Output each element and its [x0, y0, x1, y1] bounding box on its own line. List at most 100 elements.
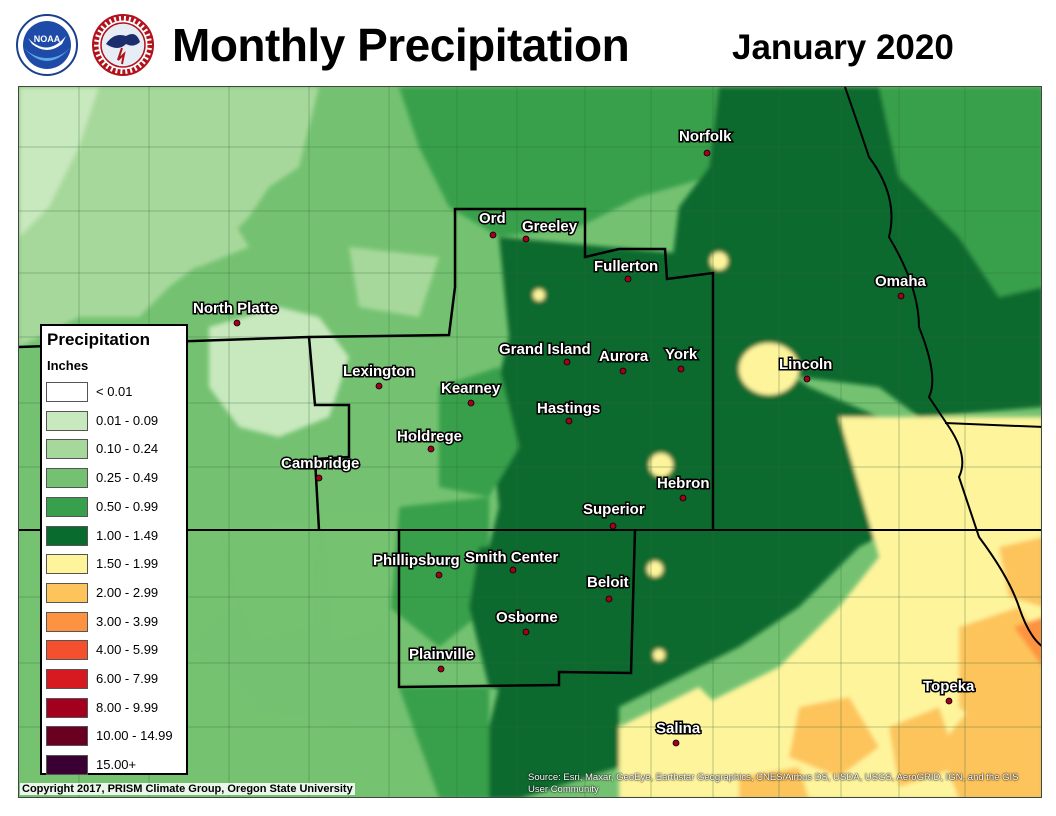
city-dot — [945, 697, 953, 705]
city-label: Kearney — [441, 380, 501, 397]
legend-label: 0.50 - 0.99 — [96, 498, 159, 514]
city-dot — [435, 571, 443, 579]
legend-swatch — [46, 755, 88, 776]
legend-item: 10.00 - 14.99 — [46, 726, 186, 748]
legend-swatch — [46, 468, 88, 489]
legend-label: 3.00 - 3.99 — [96, 613, 159, 629]
boundaries — [19, 87, 1041, 689]
city-marker: North Platte — [192, 299, 280, 327]
city-dot — [522, 235, 530, 243]
city-dot — [679, 494, 687, 502]
legend-item: 1.00 - 1.49 — [46, 525, 186, 548]
city-marker: Superior — [582, 500, 646, 530]
city-dot — [437, 665, 445, 673]
legend-swatch — [46, 726, 88, 747]
legend-label: 15.00+ — [96, 757, 137, 773]
legend-title: Precipitation — [47, 330, 150, 349]
legend-swatch — [46, 410, 88, 431]
city-label: Aurora — [599, 348, 649, 365]
legend-swatch — [46, 582, 88, 603]
legend-swatch — [46, 640, 88, 661]
legend-label: 0.01 - 0.09 — [96, 412, 159, 428]
city-marker: Fullerton — [593, 257, 660, 283]
city-marker: Kearney — [440, 379, 502, 407]
legend-item: 0.10 - 0.24 — [46, 439, 186, 461]
city-label: Holdrege — [397, 428, 462, 445]
map-canvas: Norfolk Ord Greeley Fullerton Omaha North Pla… — [19, 87, 1041, 797]
city-label: Hastings — [537, 400, 600, 417]
city-label: Plainville — [409, 646, 474, 663]
city-dot — [703, 149, 711, 157]
legend: Precipitation Inches < 0.01 0.01 - 0.09 0.… — [40, 324, 188, 777]
city-label: North Platte — [193, 300, 278, 317]
noaa-logo: NOAA — [16, 14, 78, 76]
city-marker: Beloit — [586, 573, 630, 603]
city-marker: Hastings — [536, 399, 602, 425]
city-marker: Norfolk — [678, 127, 734, 157]
legend-swatch — [46, 439, 88, 460]
city-dot — [467, 399, 475, 407]
city-label: Salina — [656, 720, 701, 737]
city-marker: Ord — [478, 209, 507, 239]
attribution-text: Source: Esri, Maxar, GeoEye, Earthstar G… — [528, 772, 1019, 795]
cwa-boundary — [19, 207, 715, 689]
city-label: Greeley — [522, 218, 578, 235]
city-dot — [427, 445, 435, 453]
legend-item: 15.00+ — [46, 755, 186, 777]
legend-item: < 0.01 — [46, 382, 186, 404]
legend-swatch — [46, 496, 88, 517]
city-label: Lincoln — [779, 356, 832, 373]
city-marker: Grand Island — [498, 340, 592, 366]
city-dot — [897, 292, 905, 300]
city-marker: Lincoln — [778, 355, 834, 383]
legend-label: 6.00 - 7.99 — [96, 671, 159, 686]
legend-item: 0.25 - 0.49 — [46, 468, 186, 490]
legend-label: 1.50 - 1.99 — [96, 556, 159, 572]
city-label: Norfolk — [679, 128, 732, 145]
legend-label: 1.00 - 1.49 — [96, 527, 159, 543]
city-dot — [565, 417, 573, 425]
legend-label: 10.00 - 14.99 — [96, 728, 173, 744]
legend-item: 0.50 - 0.99 — [46, 496, 186, 519]
city-label: Osborne — [496, 609, 558, 626]
city-dot — [489, 231, 497, 239]
city-dot — [375, 382, 383, 390]
legend-label: 0.10 - 0.24 — [96, 441, 159, 457]
legend-item: 4.00 - 5.99 — [46, 640, 186, 662]
city-marker: Topeka — [922, 677, 977, 705]
legend-label: 0.25 - 0.49 — [96, 470, 159, 486]
city-marker: York — [664, 345, 699, 373]
city-marker: Osborne — [495, 608, 559, 636]
city-dot — [522, 628, 530, 636]
header: NOAA Monthly Precipitation January 2020 — [0, 0, 1056, 86]
city-marker: Hebron — [656, 474, 711, 502]
city-marker: Holdrege — [396, 427, 464, 453]
city-label: Ord — [479, 210, 506, 227]
page-title: Monthly Precipitation — [172, 19, 630, 71]
state-boundary-ks-mo — [944, 422, 1041, 428]
map-date: January 2020 — [732, 28, 954, 67]
city-marker: Smith Center — [464, 548, 560, 574]
city-label: Lexington — [343, 363, 415, 380]
city-marker: Lexington — [342, 362, 416, 390]
city-dot — [605, 595, 613, 603]
nws-logo — [92, 14, 154, 76]
city-dot — [233, 319, 241, 327]
legend-swatch — [46, 697, 88, 718]
city-dot — [677, 365, 685, 373]
city-marker: Plainville — [408, 645, 476, 673]
legend-item: 1.50 - 1.99 — [46, 554, 186, 576]
city-label: Hebron — [657, 475, 710, 492]
city-marker: Cambridge — [280, 454, 361, 482]
copyright-text: Copyright 2017, PRISM Climate Group, Ore… — [20, 783, 355, 795]
city-label: Beloit — [587, 574, 629, 591]
city-dot — [803, 375, 811, 383]
city-label: York — [665, 346, 698, 363]
legend-swatch — [46, 554, 88, 575]
city-label: Phillipsburg — [373, 552, 460, 569]
city-marker: Aurora — [598, 347, 650, 375]
legend-label: < 0.01 — [96, 384, 133, 399]
city-dot — [563, 358, 571, 366]
legend-units: Inches — [47, 358, 89, 373]
legend-swatch — [46, 382, 88, 402]
